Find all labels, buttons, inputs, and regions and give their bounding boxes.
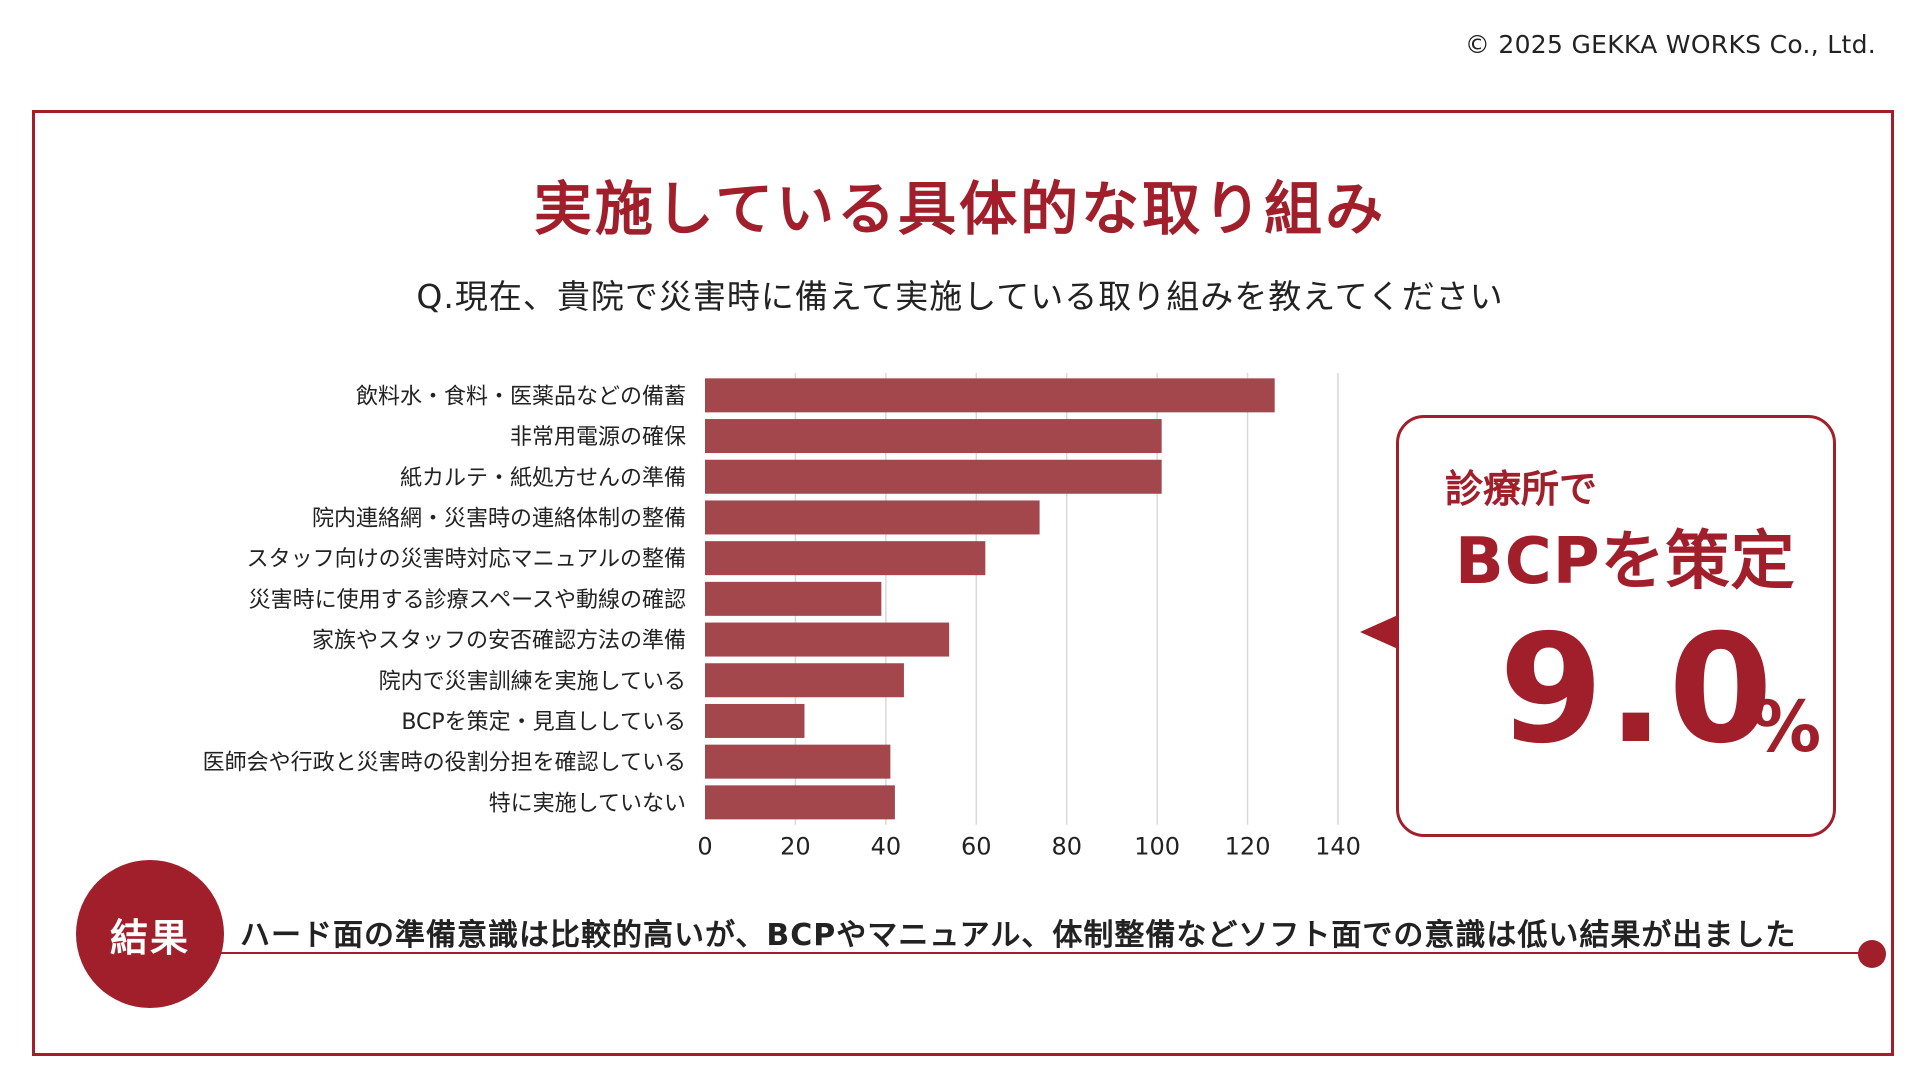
- bar: [705, 703, 805, 738]
- category-label: 院内連絡網・災害時の連絡体制の整備: [312, 506, 686, 531]
- x-tick-label: 20: [780, 833, 811, 861]
- callout-line2: BCPを策定: [1455, 525, 1796, 599]
- bar: [705, 459, 1162, 494]
- category-label: BCPを策定・見直ししている: [401, 710, 686, 735]
- copyright-text: © 2025 GEKKA WORKS Co., Ltd.: [1464, 30, 1876, 59]
- bar: [705, 581, 882, 616]
- bar: [705, 500, 1040, 535]
- callout-percent-unit: %: [1751, 686, 1822, 768]
- x-tick-label: 0: [697, 833, 712, 861]
- category-label: 飲料水・食料・医薬品などの備蓄: [356, 384, 686, 409]
- result-underline: [214, 952, 1870, 954]
- callout-percent-value: 9.0: [1499, 603, 1777, 777]
- category-label: 災害時に使用する診療スペースや動線の確認: [249, 588, 686, 613]
- bar: [705, 785, 895, 820]
- x-tick-label: 120: [1225, 833, 1271, 861]
- x-tick-label: 80: [1051, 833, 1082, 861]
- x-tick-label: 140: [1315, 833, 1361, 861]
- category-label: 非常用電源の確保: [510, 425, 686, 450]
- category-label: スタッフ向けの災害時対応マニュアルの整備: [247, 547, 686, 572]
- bar: [705, 622, 950, 657]
- bar: [705, 378, 1275, 413]
- callout-pointer: [1360, 615, 1398, 649]
- page-title: 実施している具体的な取り組み: [533, 175, 1387, 243]
- category-label: 医師会や行政と災害時の役割分担を確認している: [203, 751, 686, 776]
- result-line-end-dot: [1858, 940, 1886, 968]
- x-tick-label: 60: [961, 833, 992, 861]
- x-tick-label: 40: [871, 833, 902, 861]
- category-label: 院内で災害訓練を実施している: [379, 669, 686, 694]
- category-label: 家族やスタッフの安否確認方法の準備: [312, 629, 686, 654]
- callout-line1: 診療所で: [1445, 467, 1598, 511]
- bar: [705, 419, 1162, 454]
- bar: [705, 663, 904, 698]
- content-frame: [32, 110, 1894, 1056]
- result-badge: 結果: [76, 860, 224, 1008]
- bar: [705, 541, 986, 576]
- x-tick-label: 100: [1134, 833, 1180, 861]
- bar: [705, 744, 891, 779]
- bcp-callout-box: 診療所で BCPを策定 9.0 %: [1396, 415, 1836, 837]
- result-text: ハード面の準備意識は比較的高いが、BCPやマニュアル、体制整備などソフト面での意…: [240, 918, 1797, 953]
- question-subtitle: Q.現在、貴院で災害時に備えて実施している取り組みを教えてください: [416, 277, 1504, 316]
- category-label: 紙カルテ・紙処方せんの準備: [400, 466, 686, 491]
- category-label: 特に実施していない: [489, 791, 686, 816]
